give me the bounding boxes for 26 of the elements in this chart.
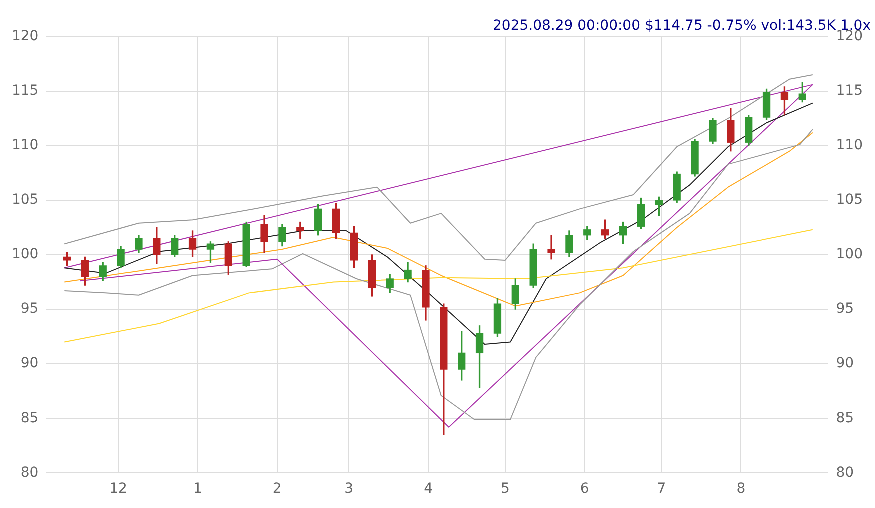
x-tick-label: 12	[110, 481, 128, 498]
x-tick-label: 3	[344, 481, 354, 498]
x-tick-label: 8	[736, 481, 746, 498]
y-tick-label: 105	[12, 192, 39, 208]
y-tick-label: 120	[12, 28, 39, 44]
y2-tick-label: 110	[836, 138, 864, 154]
x-tick-label: 5	[500, 481, 510, 498]
y-tick-label: 90	[20, 356, 39, 372]
y2-tick-label: 105	[836, 192, 864, 208]
y2-tick-label: 90	[836, 356, 854, 372]
y2-tick-label: 80	[836, 464, 854, 481]
y-tick-label: 100	[12, 246, 39, 263]
y-tick-label: 115	[12, 82, 39, 99]
y2-tick-label: 100	[836, 246, 864, 263]
y-tick-label: 110	[12, 138, 39, 154]
y2-tick-label: 85	[836, 410, 854, 426]
x-tick-label: 1	[193, 481, 202, 498]
y2-tick-label: 115	[836, 82, 864, 99]
y2-tick-label: 95	[836, 301, 854, 318]
y-tick-label: 95	[20, 301, 39, 318]
y-tick-label: 80	[20, 464, 39, 481]
y-tick-label: 85	[20, 410, 39, 426]
x-tick-label: 2	[272, 481, 282, 498]
x-tick-label: 4	[424, 481, 434, 498]
x-tick-label: 7	[657, 481, 666, 498]
x-tick-label: 6	[580, 481, 590, 498]
